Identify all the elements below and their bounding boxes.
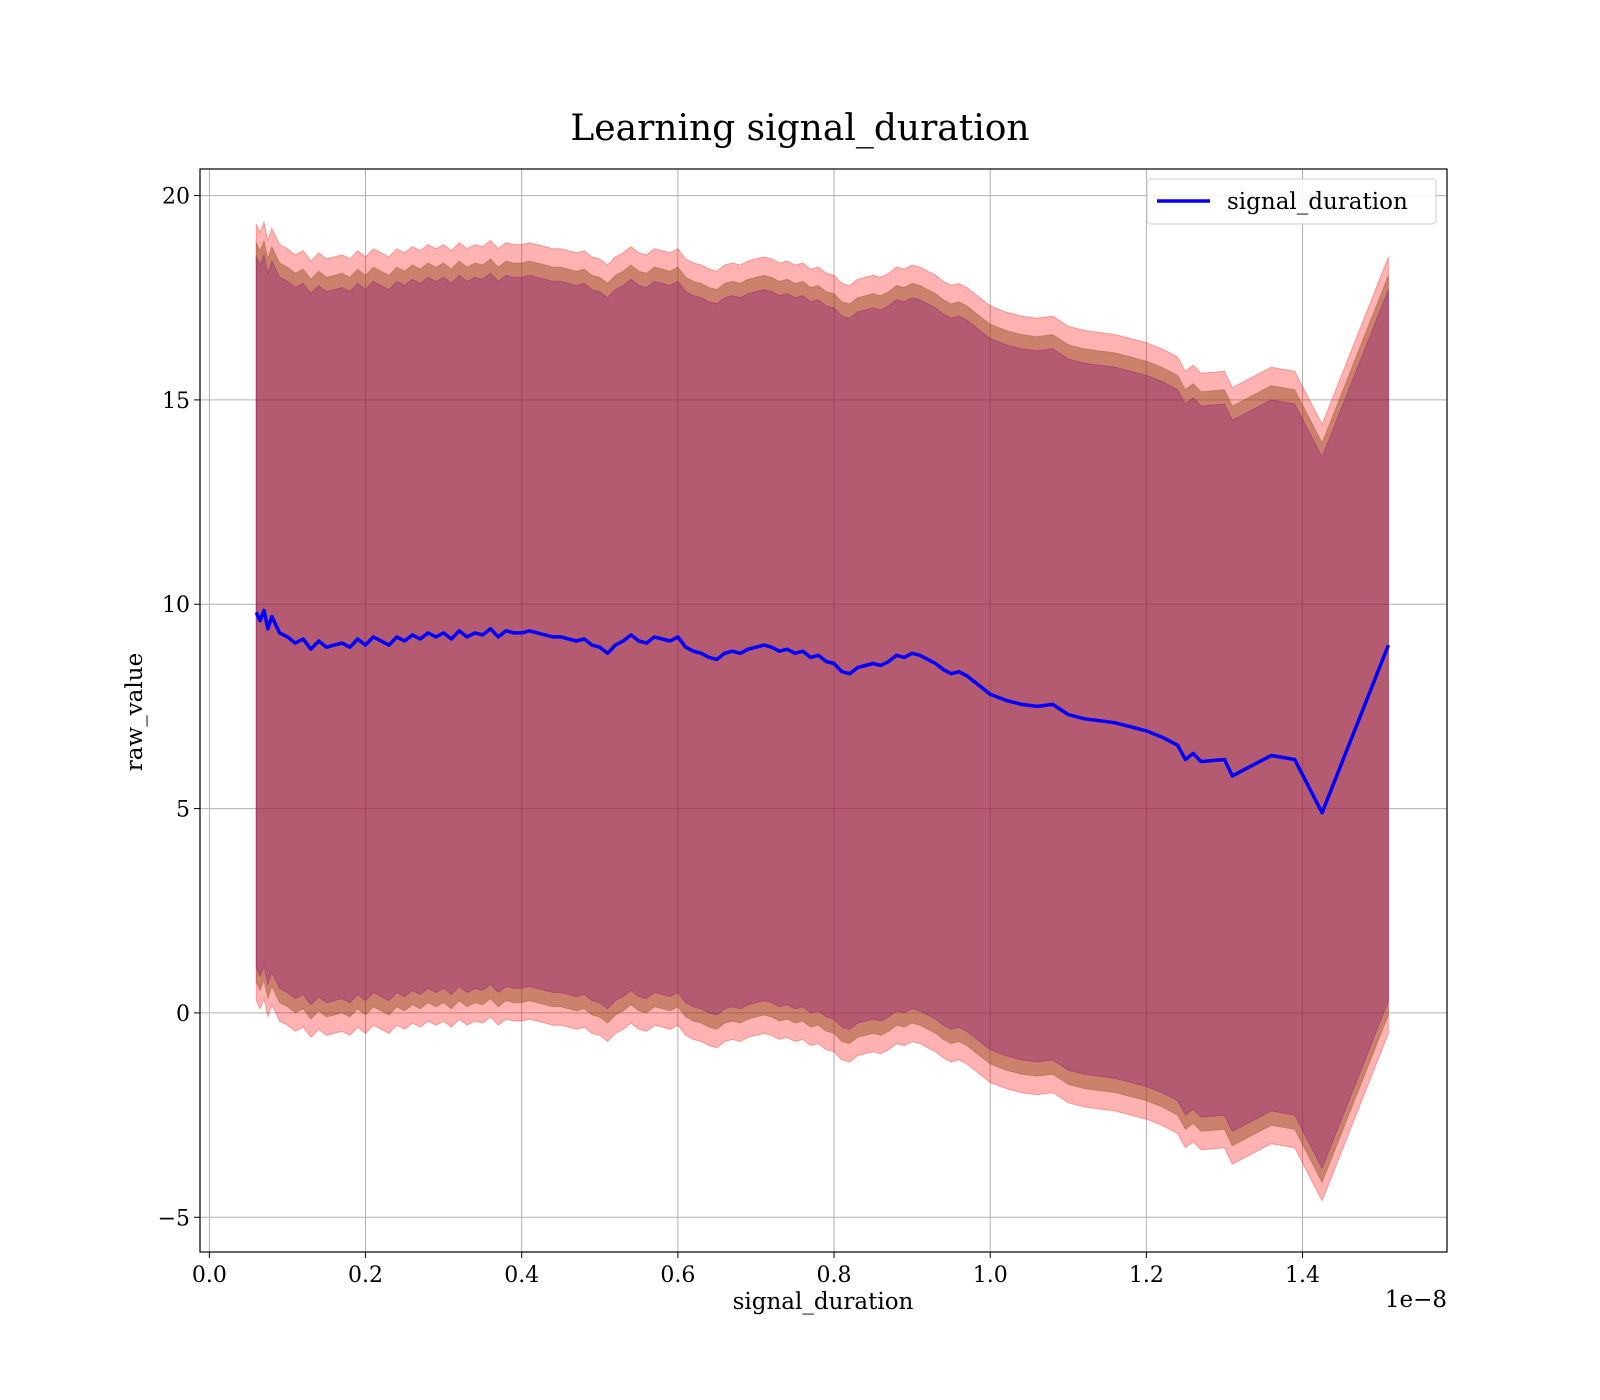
x-axis-ticks: 0.0 0.2 0.4 0.6 0.8 1.0 1.2 1.4 [192,1252,1320,1288]
plot-area-frame [199,168,1448,1253]
x-tick-label: 0.0 [192,1263,227,1288]
x-tick-label: 0.8 [817,1263,852,1288]
chart-title: Learning signal_duration [570,108,1029,149]
x-tick-label: 1.2 [1129,1263,1164,1288]
series-line-signal-duration [254,608,1391,815]
x-tick-label: 0.6 [660,1263,695,1288]
legend-label: signal_duration [1227,189,1408,215]
x-axis-label: signal_duration [733,1289,914,1315]
y-tick-label: 10 [162,593,190,618]
confidence-band [255,253,1389,1170]
x-tick-label: 1.0 [973,1263,1008,1288]
confidence-band [255,238,1389,1184]
y-axis-label: raw_value [122,653,148,771]
series-lines [254,608,1391,815]
y-tick-label: 0 [176,1002,190,1027]
confidence-band [255,220,1389,1203]
legend-box [1146,178,1437,225]
legend: signal_duration [1146,178,1437,225]
x-tick-label: 0.2 [348,1263,383,1288]
y-tick-label: 5 [176,798,190,823]
y-tick-label: 15 [162,389,190,414]
x-tick-label: 0.4 [504,1263,539,1288]
y-tick-label: −5 [158,1206,190,1231]
x-tick-label: 1.4 [1285,1263,1320,1288]
x-axis-offset-label: 1e−8 [1385,1287,1447,1313]
confidence-bands [255,220,1389,1203]
y-tick-label: 20 [162,185,190,210]
y-axis-ticks: −5 0 5 10 15 20 [158,185,200,1231]
